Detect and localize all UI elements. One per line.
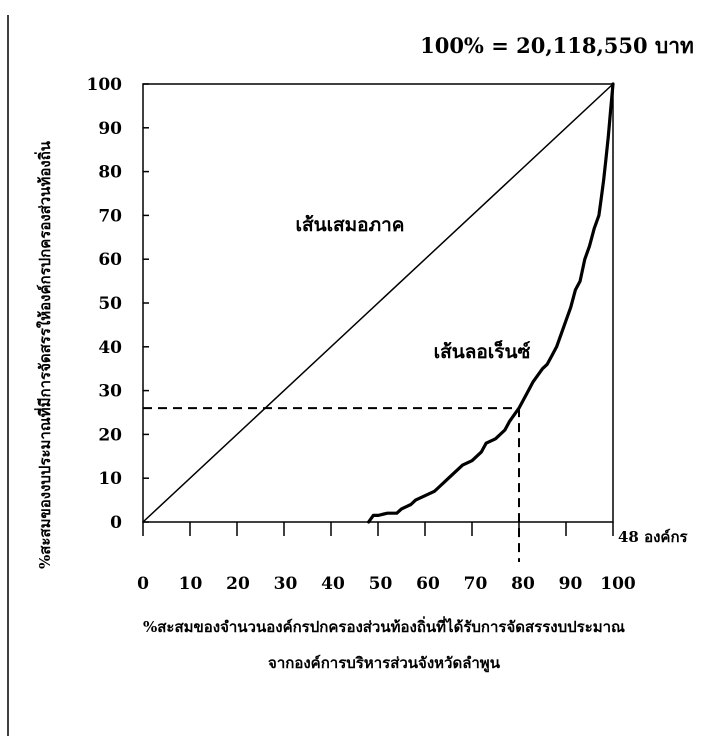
y-tick-label: 80 (98, 163, 122, 183)
total-budget-note: 100% = 20,118,550 บาท (420, 33, 694, 58)
x-tick-label: 100 (600, 574, 636, 594)
equality-line (142, 83, 614, 523)
y-tick-label: 100 (87, 75, 123, 95)
x-tick-label: 90 (559, 574, 583, 594)
y-tick-label: 60 (98, 250, 122, 270)
series-layer (142, 82, 615, 524)
y-tick-label: 90 (98, 119, 122, 139)
y-axis-ticks: 0 10 20 30 40 50 60 70 80 90 100 (87, 75, 149, 533)
x-tick-label: 80 (511, 574, 535, 594)
x-tick-label: 70 (464, 574, 488, 594)
x-tick-label: 30 (274, 574, 298, 594)
x-axis-end-label: 48 องค์กร (618, 528, 689, 546)
y-tick-label: 0 (110, 513, 122, 533)
lorenz-curve-label: เส้นลอเร็นซ์ (434, 339, 531, 363)
x-tick-label: 40 (321, 574, 345, 594)
reference-lines (143, 407, 520, 562)
y-tick-label: 70 (98, 206, 122, 226)
y-tick-label: 50 (98, 294, 122, 314)
equality-line-label: เส้นเสมอภาค (295, 214, 404, 236)
x-axis-ticks: 0 10 20 30 40 50 60 70 80 90 100 (137, 522, 636, 594)
x-tick-label: 50 (369, 574, 393, 594)
x-tick-label: 10 (179, 574, 203, 594)
x-tick-label: 0 (137, 574, 149, 594)
x-axis-label-line2: จากองค์การบริหารส่วนจังหวัดลำพูน (268, 654, 501, 673)
y-tick-label: 40 (98, 338, 122, 358)
lorenz-curve (367, 82, 615, 524)
x-tick-label: 60 (416, 574, 440, 594)
y-axis-label: %สะสมของงบประมาณที่มีการจัดสรรให้องค์กรป… (34, 140, 54, 569)
x-tick-label: 20 (226, 574, 250, 594)
y-tick-label: 30 (98, 382, 122, 402)
y-tick-label: 10 (98, 469, 122, 489)
y-tick-label: 20 (98, 425, 122, 445)
x-axis-label-line1: %สะสมของจำนวนองค์กรปกครองส่วนท้องถิ่นที่… (143, 616, 625, 636)
